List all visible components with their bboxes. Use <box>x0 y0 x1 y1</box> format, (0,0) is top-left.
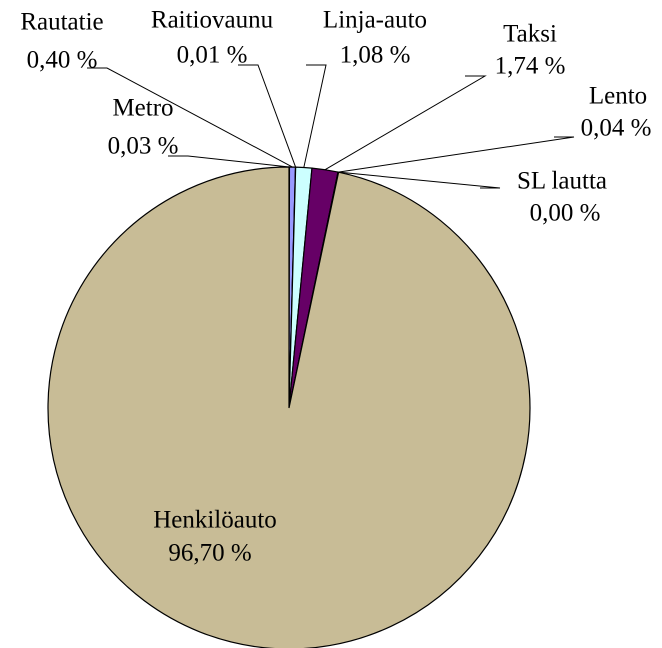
slice-value-label: 1,08 % <box>340 42 411 69</box>
slice-value-label: 0,01 % <box>177 42 248 69</box>
slice-label: Raitiovaunu <box>151 7 274 34</box>
slice-value-label: 1,74 % <box>495 53 566 80</box>
slice-label: Henkilöauto <box>153 507 277 534</box>
leader-line <box>87 67 293 168</box>
slice-label: Taksi <box>503 21 557 48</box>
pie-slice <box>47 166 531 648</box>
leader-line <box>303 64 327 168</box>
leader-line <box>338 171 501 189</box>
slice-value-label: 0,04 % <box>581 115 652 142</box>
slice-value-label: 0,00 % <box>530 200 601 227</box>
slice-label: SL lautta <box>517 168 607 195</box>
slice-value-label: 96,70 % <box>168 540 251 567</box>
slice-label: Linja-auto <box>323 7 427 34</box>
leader-line <box>338 136 575 173</box>
leader-line <box>168 155 290 168</box>
slice-label: Lento <box>589 83 647 110</box>
slice-value-label: 0,03 % <box>108 133 179 160</box>
leader-line <box>324 75 487 171</box>
slice-label: Rautatie <box>20 9 103 36</box>
slice-label: Metro <box>112 95 173 122</box>
leader-line <box>238 64 297 168</box>
slice-value-label: 0,40 % <box>27 47 98 74</box>
